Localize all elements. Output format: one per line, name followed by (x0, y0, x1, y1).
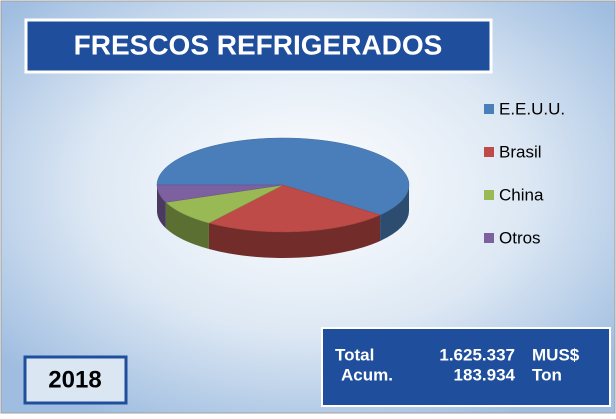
legend-swatch (484, 233, 494, 243)
total-value: 183.934 (454, 365, 516, 384)
total-value: 1.625.337 (439, 345, 515, 364)
totals: Total 1.625.337 MUS$ Acum. 183.934 Ton (335, 345, 580, 384)
total-unit: MUS$ (532, 345, 580, 364)
slice-side (165, 202, 209, 250)
legend-swatch (484, 147, 494, 157)
legend-swatch (484, 190, 494, 200)
totals-box (321, 327, 611, 407)
slice-top (208, 184, 381, 233)
year: 2018 (48, 366, 101, 393)
slice-side (208, 214, 381, 258)
legend-label: E.E.U.U. (499, 99, 565, 118)
title-box (24, 18, 493, 74)
slice-top (156, 137, 410, 216)
slice-side (380, 185, 409, 241)
year-box (23, 355, 128, 405)
pie-slice (208, 184, 381, 258)
legend-label: China (499, 185, 544, 204)
slice-top (156, 184, 284, 203)
total-label: Total (335, 345, 374, 364)
total-label: Acum. (341, 365, 393, 384)
legend-label: Brasil (499, 142, 542, 161)
pie-slice (156, 184, 284, 229)
total-unit: Ton (532, 365, 562, 384)
pie-slice (156, 137, 410, 241)
legend-label: Otros (499, 228, 541, 247)
legend-swatch (484, 104, 494, 114)
chart-title: FRESCOS REFRIGERADOS (74, 29, 443, 60)
slice-side (157, 185, 166, 229)
